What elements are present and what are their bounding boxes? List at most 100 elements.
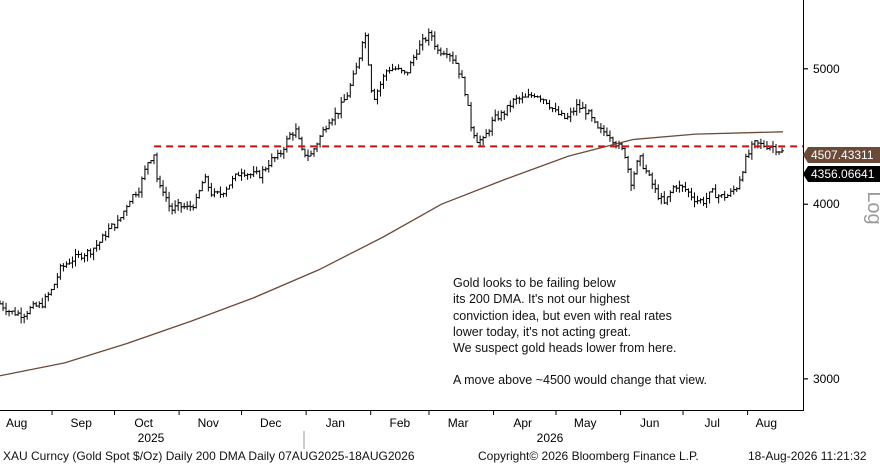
dma-200-line [0, 131, 784, 377]
price-bar-171 [514, 94, 519, 105]
price-bar-235 [707, 191, 712, 204]
x-tick-label-3: Nov [198, 416, 219, 430]
last-value-badges: 4507.43311 4356.06641 [803, 147, 880, 182]
price-bar-31 [91, 247, 96, 261]
price-bar-147 [441, 50, 446, 56]
price-bar-123 [369, 64, 374, 93]
price-bar-140 [420, 33, 425, 51]
price-bar-77 [230, 175, 235, 189]
price-bar-75 [224, 186, 229, 197]
price-bar-257 [774, 144, 779, 156]
price-bar-232 [698, 198, 703, 204]
commentary-box: Gold looks to be failing below its 200 D… [453, 275, 753, 389]
price-bar-231 [695, 195, 700, 205]
price-bar-124 [372, 88, 377, 101]
price-bar-141 [423, 36, 428, 43]
x-tick-label-5: Jan [326, 416, 345, 430]
price-bar-200 [601, 125, 606, 136]
price-bar-16 [46, 291, 51, 302]
price-bar-19 [55, 273, 60, 289]
price-bar-245 [737, 176, 742, 190]
price-bar-142 [426, 28, 431, 46]
price-bar-149 [447, 53, 452, 62]
price-last-value-badge: 4356.06641 [803, 166, 880, 182]
price-bar-78 [233, 173, 238, 182]
price-bar-58 [173, 200, 178, 214]
price-bar-148 [444, 47, 449, 59]
x-tick-label-10: Jun [640, 416, 659, 430]
price-bar-121 [363, 32, 368, 49]
price-bar-126 [378, 81, 383, 97]
price-bar-229 [689, 187, 694, 201]
price-bar-195 [586, 109, 591, 115]
gold-price-chart: 3000 4000 5000 Log Aug Sep Oct Nov Dec Jan Feb Mar A… [0, 0, 880, 449]
price-bar-221 [665, 196, 670, 206]
price-bar-35 [103, 230, 108, 241]
price-bar-162 [487, 129, 492, 137]
commentary-conclusion: A move above ~4500 would change that vie… [453, 373, 707, 388]
price-bar-107 [321, 126, 326, 137]
axes: 3000 4000 5000 Log Aug Sep Oct Nov Dec Jan Feb Mar A… [0, 0, 880, 449]
price-bar-216 [650, 172, 655, 190]
price-bar-117 [351, 70, 356, 87]
price-bar-176 [529, 92, 534, 98]
price-bar-132 [396, 64, 401, 71]
price-bar-53 [158, 175, 163, 189]
price-bar-83 [248, 173, 253, 179]
price-bar-146 [438, 47, 443, 57]
price-bar-230 [692, 192, 697, 208]
price-bar-168 [505, 104, 510, 117]
y-tick-label-3000: 3000 [813, 372, 840, 386]
price-bar-139 [417, 40, 422, 55]
commentary-line-5: We suspect gold heads lower from here. [453, 341, 677, 356]
price-bar-101 [302, 148, 307, 158]
price-bar-63 [188, 200, 193, 212]
price-bar-163 [490, 116, 495, 136]
price-bar-151 [453, 55, 458, 64]
price-bar-173 [520, 92, 525, 104]
price-bar-158 [475, 132, 480, 144]
price-bar-54 [161, 180, 166, 197]
price-bar-226 [680, 184, 685, 192]
price-bar-153 [459, 70, 464, 79]
price-bar-110 [330, 118, 335, 126]
price-bar-51 [151, 154, 156, 165]
price-bar-164 [493, 109, 498, 122]
price-bar-80 [239, 168, 244, 181]
price-bar-48 [142, 165, 147, 181]
price-bar-182 [547, 99, 552, 110]
price-bar-23 [67, 258, 72, 265]
price-bar-155 [466, 94, 471, 106]
price-bar-56 [167, 191, 172, 212]
price-bar-3 [7, 309, 12, 317]
price-bar-27 [79, 252, 84, 261]
price-bar-152 [456, 62, 461, 79]
price-bar-219 [659, 192, 664, 205]
price-bar-157 [472, 126, 477, 139]
price-bar-39 [115, 215, 120, 229]
price-bar-60 [179, 202, 184, 213]
price-bar-36 [106, 223, 111, 238]
price-bar-242 [728, 188, 733, 197]
price-bar-220 [662, 191, 667, 205]
price-bar-227 [683, 181, 688, 193]
price-bar-111 [333, 107, 338, 126]
commentary-line-3: conviction idea, but even with real rate… [453, 308, 672, 323]
price-bar-97 [290, 131, 295, 141]
footer-ticker-info: XAU Curncy (Gold Spot $/Oz) Daily 200 DM… [3, 449, 415, 463]
footer-bar: XAU Curncy (Gold Spot $/Oz) Daily 200 DM… [0, 449, 880, 465]
commentary-line-2: its 200 DMA. It's not our highest [453, 292, 630, 307]
price-bar-179 [538, 95, 543, 103]
price-bar-118 [354, 62, 359, 75]
price-bar-33 [97, 241, 102, 251]
x-tick-label-7: Mar [448, 416, 469, 430]
price-bar-208 [626, 155, 631, 173]
x-tick-label-12: Aug [756, 416, 777, 430]
price-bar-150 [450, 51, 455, 65]
x-tick-label-4: Dec [260, 416, 281, 430]
price-bar-177 [532, 93, 537, 99]
price-bar-7 [19, 307, 24, 324]
price-bar-159 [478, 135, 483, 147]
price-bar-85 [254, 166, 259, 175]
price-bar-205 [617, 140, 622, 150]
